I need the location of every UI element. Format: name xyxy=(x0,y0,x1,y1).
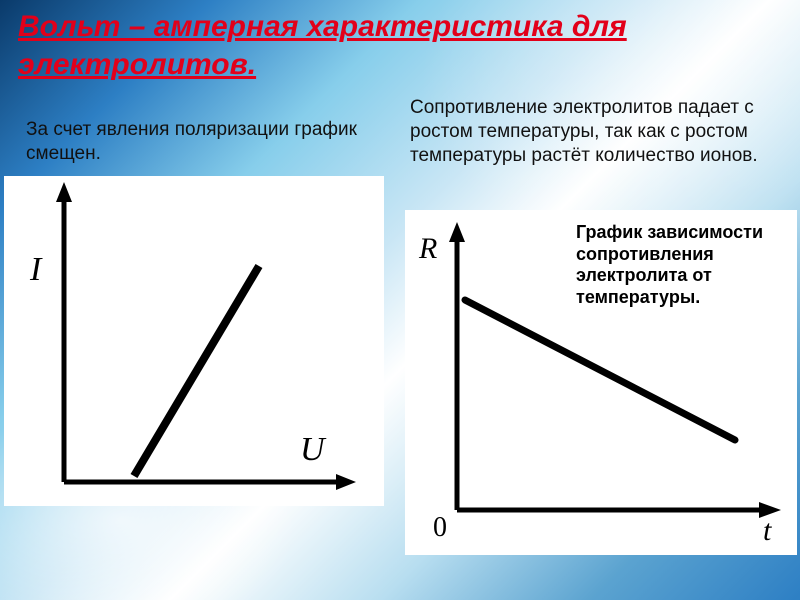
origin-label: 0 xyxy=(433,512,447,543)
y-axis-label: I xyxy=(29,251,43,288)
x-axis-label: U xyxy=(300,431,327,468)
caption-right: Сопротивление электролитов падает с рост… xyxy=(410,96,798,167)
chart-iv-electrolyte: I U xyxy=(4,176,384,506)
page-title: Вольт – амперная характеристика для элек… xyxy=(18,8,778,83)
chart-right-caption: График зависимости сопротивления электро… xyxy=(576,222,790,308)
y-axis-label: R xyxy=(418,232,437,265)
caption-left: За счет явления поляризации график смеще… xyxy=(26,118,396,166)
x-axis-label: t xyxy=(763,514,772,547)
